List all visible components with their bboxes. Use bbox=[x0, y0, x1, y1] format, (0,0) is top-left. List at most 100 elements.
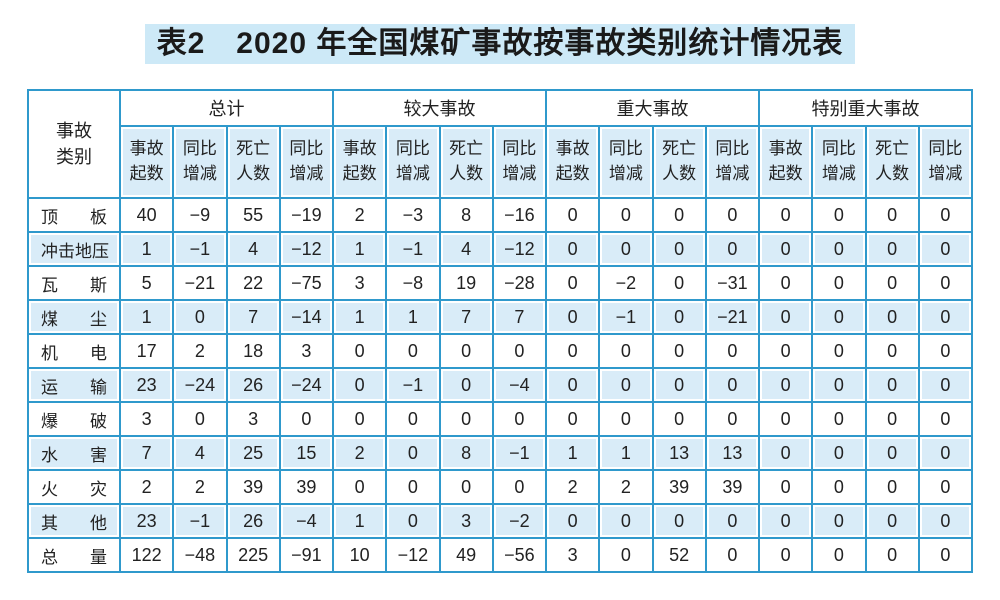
data-cell: 3 bbox=[280, 335, 334, 369]
data-cell: 0 bbox=[813, 539, 867, 573]
column-header-label: 同比增减 bbox=[502, 139, 537, 183]
data-cell: 0 bbox=[280, 403, 334, 437]
row-label-text: 机电 bbox=[41, 343, 107, 363]
data-cell: 0 bbox=[919, 199, 973, 233]
data-cell: −12 bbox=[493, 233, 547, 267]
data-cell: 0 bbox=[387, 335, 441, 369]
data-cell: −16 bbox=[493, 199, 547, 233]
table-header-sub-row: 事故起数 同比增减 死亡人数 同比增减 事故起数 同比增减 死亡人数 同比增减 事故起数 同比增减… bbox=[29, 127, 973, 199]
data-cell: 0 bbox=[653, 301, 707, 335]
column-header: 同比增减 bbox=[600, 127, 654, 199]
data-cell: −4 bbox=[280, 505, 334, 539]
data-cell: −4 bbox=[493, 369, 547, 403]
row-label-text: 煤尘 bbox=[41, 309, 107, 329]
row-label-text: 其他 bbox=[41, 513, 107, 533]
data-cell: 15 bbox=[280, 437, 334, 471]
row-label: 水害 bbox=[29, 437, 121, 471]
row-label: 冲击地压 bbox=[29, 233, 121, 267]
data-cell: 0 bbox=[813, 471, 867, 505]
data-cell: 0 bbox=[440, 403, 494, 437]
data-cell: 1 bbox=[334, 233, 388, 267]
column-header-label: 同比增减 bbox=[182, 139, 217, 183]
data-cell: 0 bbox=[760, 233, 814, 267]
table-row: 机电 17 2 18 3 0 0 0 0 0 0 0 0 0 0 0 0 bbox=[29, 335, 973, 369]
column-header-label: 事故起数 bbox=[342, 139, 377, 183]
table-row: 顶板 40 −9 55 −19 2 −3 8 −16 0 0 0 0 0 0 0 0 bbox=[29, 199, 973, 233]
data-cell: 0 bbox=[600, 199, 654, 233]
data-cell: 0 bbox=[760, 335, 814, 369]
column-header: 同比增减 bbox=[813, 127, 867, 199]
data-cell: 0 bbox=[547, 369, 601, 403]
row-label-text: 运输 bbox=[41, 377, 107, 397]
data-cell: 52 bbox=[653, 539, 707, 573]
data-cell: 0 bbox=[813, 267, 867, 301]
data-cell: 0 bbox=[334, 471, 388, 505]
table-row: 其他 23 −1 26 −4 1 0 3 −2 0 0 0 0 0 0 0 0 bbox=[29, 505, 973, 539]
data-cell: 0 bbox=[760, 505, 814, 539]
data-cell: −2 bbox=[493, 505, 547, 539]
column-header: 死亡人数 bbox=[866, 127, 920, 199]
column-header: 同比增减 bbox=[706, 127, 760, 199]
column-header: 同比增减 bbox=[387, 127, 441, 199]
column-header: 同比增减 bbox=[493, 127, 547, 199]
column-header-label: 同比增减 bbox=[289, 139, 324, 183]
data-cell: 26 bbox=[227, 369, 281, 403]
page-title: 表2 2020 年全国煤矿事故按事故类别统计情况表 bbox=[144, 24, 856, 64]
data-cell: 0 bbox=[866, 267, 920, 301]
data-cell: 225 bbox=[227, 539, 281, 573]
data-cell: −2 bbox=[600, 267, 654, 301]
data-cell: 0 bbox=[866, 505, 920, 539]
data-cell: −21 bbox=[706, 301, 760, 335]
data-cell: 1 bbox=[334, 301, 388, 335]
data-cell: 18 bbox=[227, 335, 281, 369]
data-cell: 17 bbox=[121, 335, 175, 369]
data-cell: 0 bbox=[387, 403, 441, 437]
data-cell: 0 bbox=[866, 335, 920, 369]
data-cell: 0 bbox=[547, 233, 601, 267]
data-cell: 0 bbox=[547, 267, 601, 301]
data-cell: 8 bbox=[440, 437, 494, 471]
data-cell: 0 bbox=[760, 539, 814, 573]
data-cell: 0 bbox=[919, 233, 973, 267]
data-cell: 0 bbox=[813, 437, 867, 471]
row-label: 瓦斯 bbox=[29, 267, 121, 301]
data-cell: 2 bbox=[174, 471, 228, 505]
row-label: 煤尘 bbox=[29, 301, 121, 335]
data-cell: −24 bbox=[174, 369, 228, 403]
row-label: 顶板 bbox=[29, 199, 121, 233]
data-cell: −8 bbox=[387, 267, 441, 301]
data-cell: −9 bbox=[174, 199, 228, 233]
data-cell: 1 bbox=[121, 301, 175, 335]
data-cell: −12 bbox=[387, 539, 441, 573]
data-cell: 40 bbox=[121, 199, 175, 233]
column-header: 事故起数 bbox=[334, 127, 388, 199]
data-cell: 0 bbox=[547, 301, 601, 335]
data-cell: 3 bbox=[121, 403, 175, 437]
data-cell: 3 bbox=[227, 403, 281, 437]
data-cell: 0 bbox=[653, 335, 707, 369]
data-cell: −1 bbox=[387, 369, 441, 403]
column-header-label: 同比增减 bbox=[715, 139, 750, 183]
data-cell: 0 bbox=[813, 233, 867, 267]
corner-header-cell: 事故类别 bbox=[29, 91, 121, 199]
data-cell: 1 bbox=[547, 437, 601, 471]
data-cell: 0 bbox=[653, 233, 707, 267]
data-cell: −1 bbox=[387, 233, 441, 267]
data-cell: 3 bbox=[440, 505, 494, 539]
table-row: 总量 122 −48 225 −91 10 −12 49 −56 3 0 52 0 0 0 0 0 bbox=[29, 539, 973, 573]
data-cell: 1 bbox=[121, 233, 175, 267]
data-cell: 0 bbox=[493, 403, 547, 437]
data-cell: 0 bbox=[174, 403, 228, 437]
column-header: 事故起数 bbox=[121, 127, 175, 199]
data-cell: −48 bbox=[174, 539, 228, 573]
data-cell: 0 bbox=[653, 505, 707, 539]
data-cell: 2 bbox=[174, 335, 228, 369]
column-header-label: 同比增减 bbox=[821, 139, 856, 183]
data-cell: 4 bbox=[227, 233, 281, 267]
accident-stats-table: 事故类别 总计 较大事故 重大事故 特别重大事故 事故起数 同比增减 死亡人数 同比增… bbox=[27, 89, 973, 573]
column-header-label: 同比增减 bbox=[395, 139, 430, 183]
data-cell: 0 bbox=[760, 403, 814, 437]
data-cell: 0 bbox=[760, 369, 814, 403]
data-cell: 22 bbox=[227, 267, 281, 301]
column-header: 同比增减 bbox=[174, 127, 228, 199]
